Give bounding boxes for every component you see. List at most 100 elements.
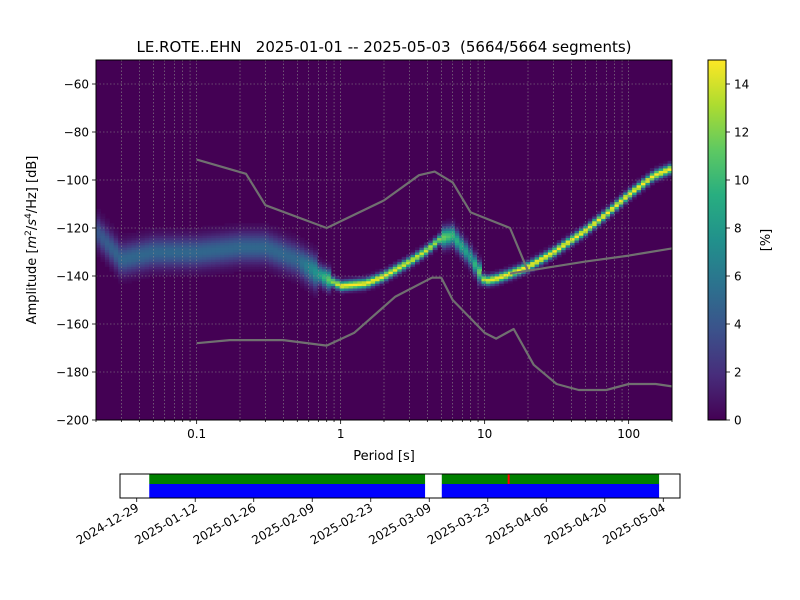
heatmap-cell [516, 273, 522, 277]
heatmap-cell [415, 254, 420, 258]
y-tick-label: −80 [64, 126, 89, 140]
noise-model-line-2 [196, 276, 672, 392]
heatmap-cell [357, 278, 363, 282]
y-tick-label: −180 [56, 366, 89, 380]
heatmap-cell [432, 235, 438, 239]
heatmap-cell [286, 278, 292, 282]
heatmap-cell [175, 228, 181, 231]
heatmap-cell [118, 268, 124, 272]
heatmap-cell [189, 235, 194, 239]
heatmap-cell [446, 235, 451, 239]
heatmap-cell [614, 211, 620, 215]
heatmap-cell [326, 288, 332, 291]
heatmap-cell [370, 283, 376, 287]
heatmap-cell [441, 242, 447, 246]
heatmap-cell [158, 240, 163, 243]
heatmap-cell [472, 276, 478, 279]
heatmap-cell [627, 194, 633, 198]
heatmap-cell [224, 223, 230, 227]
noise-model-lines [196, 158, 672, 392]
heatmap-cell [304, 268, 310, 272]
colorbar-tick-label: 2 [734, 366, 742, 380]
heatmap-cell [268, 225, 274, 229]
heatmap-cell [384, 280, 389, 284]
heatmap-cell [96, 249, 101, 253]
heatmap-cell [313, 264, 319, 267]
heatmap-cell [366, 288, 372, 291]
heatmap-cell [255, 244, 261, 248]
heatmap-cell [609, 211, 615, 215]
heatmap-cell [640, 189, 646, 193]
heatmap-cell [530, 264, 536, 267]
heatmap-cell [140, 256, 146, 260]
heatmap-cell [166, 244, 172, 248]
heatmap-cell [477, 266, 482, 270]
heatmap-cell [193, 266, 199, 270]
heatmap-cell [104, 240, 110, 243]
heatmap-cell [384, 278, 389, 282]
heatmap-cell [463, 266, 469, 270]
heatmap-cell [224, 268, 230, 272]
heatmap-cell [259, 240, 265, 243]
heatmap-cell [299, 280, 305, 284]
heatmap-cell [415, 252, 420, 255]
heatmap-cell [317, 276, 323, 279]
heatmap-cell [211, 266, 217, 270]
heatmap-cell [410, 259, 416, 263]
heatmap-cell [251, 247, 257, 251]
heatmap-cell [454, 242, 460, 246]
heatmap-cell [158, 264, 163, 267]
heatmap-cell [255, 240, 261, 243]
heatmap-cell [273, 225, 279, 229]
heatmap-cell [592, 220, 598, 224]
heatmap-cell [539, 261, 545, 265]
heatmap-cell [113, 273, 119, 277]
heatmap-cell [233, 225, 239, 229]
heatmap-cell [220, 268, 225, 272]
heatmap-cell [640, 184, 646, 188]
heatmap-cell [370, 273, 376, 277]
heatmap-cell [246, 225, 252, 229]
heatmap-cell [197, 244, 203, 248]
heatmap-cell [636, 189, 642, 193]
heatmap-cell [282, 271, 288, 275]
heatmap-cell [339, 288, 345, 291]
x-tick-label: 100 [617, 427, 640, 441]
heatmap-cell [454, 252, 460, 255]
heatmap-cell [193, 249, 199, 253]
heatmap-cell [299, 256, 305, 260]
heatmap-cell [206, 271, 212, 275]
heatmap-cell [197, 261, 203, 265]
heatmap-cell [184, 235, 190, 239]
heatmap-cell [268, 240, 274, 243]
date-tick-label: 2024-12-29 [74, 500, 141, 547]
heatmap-cell [171, 247, 177, 251]
heatmap-cell [454, 223, 460, 227]
heatmap-cell [246, 240, 252, 243]
heatmap-cell [211, 261, 217, 265]
heatmap-cell [290, 232, 296, 236]
heatmap-cell [290, 278, 296, 282]
heatmap-cell [118, 266, 124, 270]
heatmap-cell [454, 235, 460, 239]
heatmap-cell [601, 220, 607, 224]
heatmap-cell [286, 264, 292, 267]
heatmap-cell [530, 259, 536, 263]
colorbar-frame [707, 59, 727, 421]
heatmap-cell [122, 232, 128, 236]
heatmap-cell [667, 165, 672, 169]
heatmap-cell [534, 261, 540, 265]
heatmap-cell [592, 230, 598, 234]
heatmap-cell [490, 276, 496, 279]
grid-lines [96, 60, 672, 420]
heatmap-cell [472, 261, 478, 265]
heatmap-cell [135, 244, 141, 248]
heatmap-cell [118, 264, 124, 267]
heatmap-cell [233, 242, 239, 246]
heatmap-cell [317, 285, 323, 289]
heatmap-cell [149, 259, 155, 263]
heatmap-cell [481, 278, 487, 282]
heatmap-cell [428, 242, 434, 246]
heatmap-cell [153, 259, 159, 263]
heatmap-cell [636, 180, 642, 183]
